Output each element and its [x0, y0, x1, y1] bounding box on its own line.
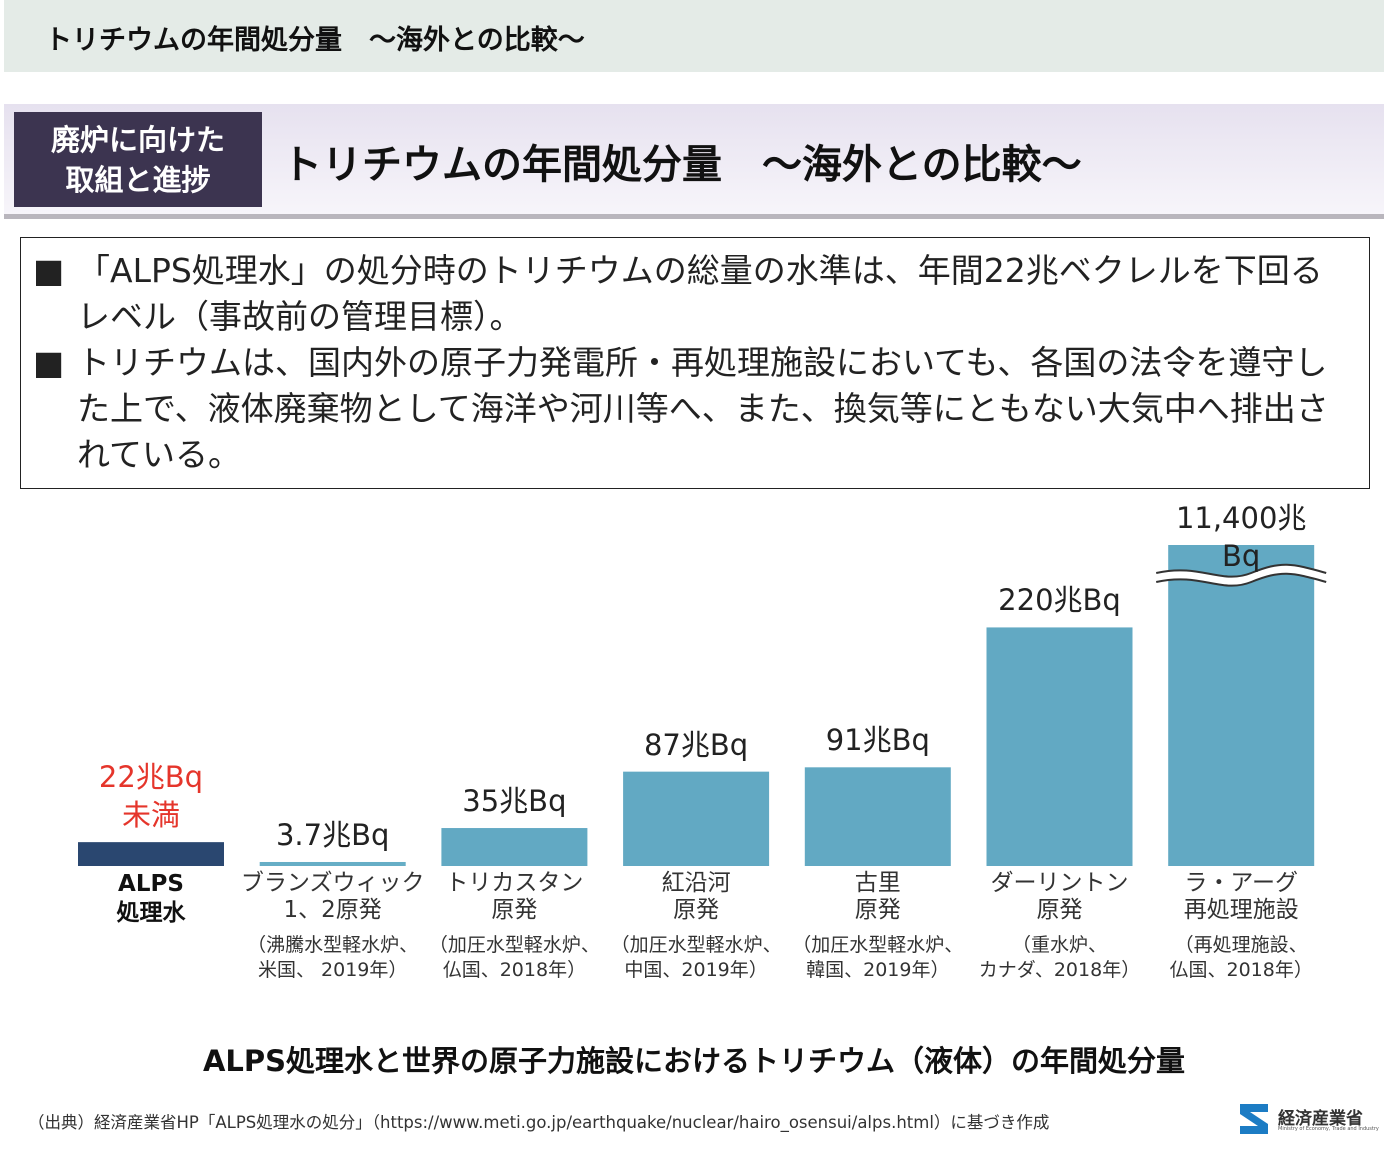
slide-title: トリチウムの年間処分量 ～海外との比較～ — [282, 142, 1082, 188]
bar — [1168, 545, 1315, 866]
x-tick-label: 紅沿河 原発 — [661, 870, 731, 923]
value-label: 22兆Bq 未満 — [98, 760, 204, 833]
value-label: 220兆Bq — [998, 583, 1121, 618]
chart-svg — [78, 545, 1328, 866]
bar — [986, 627, 1133, 866]
bullet-box: ■ 「ALPS処理水」の処分時のトリチウムの総量の水準は、年間22兆ベクレルを下回… — [20, 237, 1370, 489]
x-tick-note: （沸騰水型軽水炉、 米国、 2019年） — [247, 934, 419, 981]
bar — [623, 771, 770, 866]
bullet-marker: ■ — [33, 343, 65, 382]
x-tick-label: ダーリントン 原発 — [990, 870, 1129, 923]
source-note: （出典）経済産業省HP「ALPS処理水の処分」（https://www.meti… — [28, 1113, 1050, 1132]
x-tick-note: （加圧水型軽水炉、 仏国、2018年） — [428, 934, 600, 981]
axis-break-line — [1155, 563, 1327, 578]
value-label: 35兆Bq — [462, 784, 567, 819]
bar — [259, 861, 406, 866]
x-tick-label: ラ・アーグ 再処理施設 — [1183, 870, 1299, 923]
bullet: ■ トリチウムは、国内外の原子力発電所・再処理施設においても、各国の法令を遵守した… — [33, 340, 1349, 478]
x-tick-label: ブランズウィック 1、2原発 — [240, 870, 425, 923]
logo-name: 経済産業省 — [1278, 1109, 1363, 1129]
axis-break-fill — [1155, 564, 1328, 586]
x-tick-note: （重水炉、 カナダ、2018年） — [978, 934, 1141, 981]
value-label: 87兆Bq — [643, 727, 749, 762]
x-tick-label: 古里 原発 — [854, 870, 901, 923]
bar — [804, 767, 951, 866]
x-tick-note: （再処理施設、 仏国、2018年） — [1169, 934, 1313, 981]
value-label: 11,400兆Bq — [1175, 501, 1307, 573]
axis-break-line — [1155, 572, 1327, 587]
chart: 22兆Bq 未満 ALPS 処理水 3.7兆Bq ブランズウィック 1、2原発 （沸騰水… — [0, 500, 1388, 1000]
logo-icon — [1240, 1104, 1268, 1134]
chart-caption: ALPS処理水と世界の原子力施設におけるトリチウム（液体）の年間処分量 — [202, 1044, 1186, 1078]
logo-subtitle: Ministry of Economy, Trade and Industry — [1278, 1126, 1379, 1132]
x-tick-label: トリカスタン 原発 — [445, 870, 584, 923]
bullet: ■ 「ALPS処理水」の処分時のトリチウムの総量の水準は、年間22兆ベクレルを下回… — [33, 248, 1349, 340]
bullet-marker: ■ — [33, 251, 65, 290]
x-tick-note: （加圧水型軽水炉、 韓国、2019年） — [792, 934, 964, 981]
value-label: 3.7兆Bq — [275, 817, 390, 852]
section-badge: 廃炉に向けた 取組と進捗 — [14, 112, 262, 207]
x-tick-note: （加圧水型軽水炉、 中国、2019年） — [610, 934, 782, 981]
bar — [441, 828, 588, 866]
value-label: 91兆Bq — [825, 723, 930, 758]
bar — [78, 842, 224, 866]
bullet-text: 「ALPS処理水」の処分時のトリチウムの総量の水準は、年間22兆ベクレルを下回る… — [77, 251, 1323, 336]
top-bar — [4, 0, 1384, 72]
bullet-text: トリチウムは、国内外の原子力発電所・再処理施設においても、各国の法令を遵守した上… — [77, 343, 1329, 474]
page-title: トリチウムの年間処分量 ～海外との比較～ — [45, 25, 585, 56]
x-tick-label: ALPS 処理水 — [116, 871, 186, 926]
